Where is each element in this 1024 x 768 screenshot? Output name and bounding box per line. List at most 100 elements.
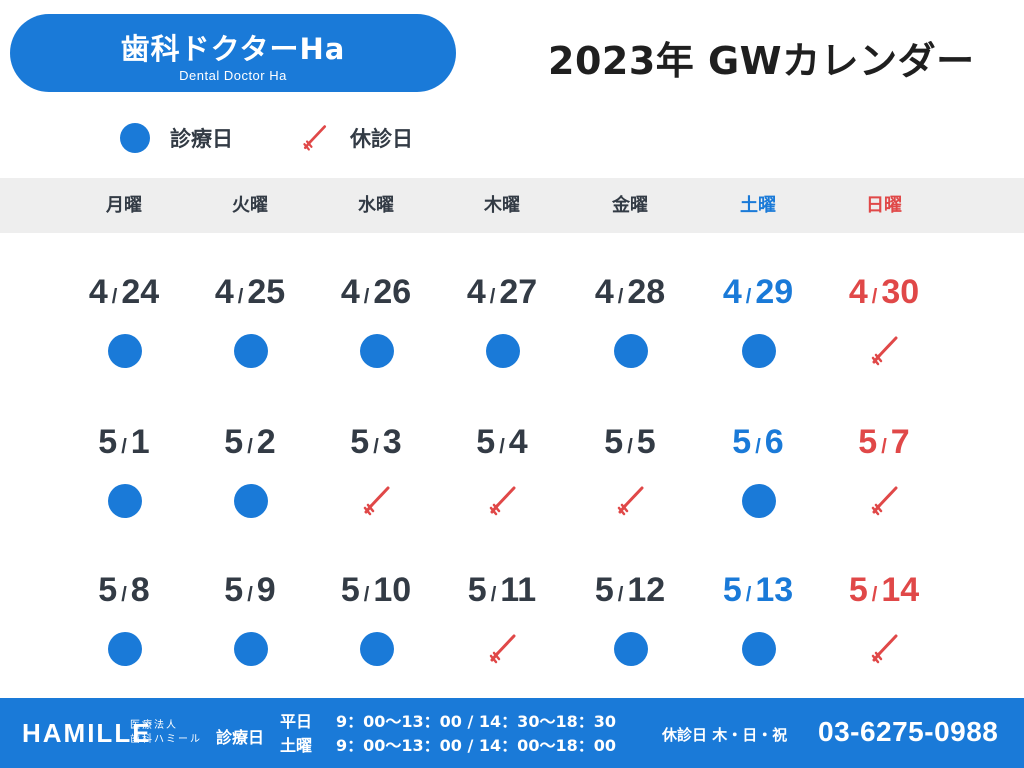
- day-date: 5/1: [61, 420, 187, 464]
- day-status: [439, 630, 565, 670]
- weekday-sat: 土曜: [740, 195, 776, 216]
- day-number: 14: [881, 571, 920, 609]
- day-date: 5/6: [695, 420, 821, 464]
- date-separator: /: [617, 584, 624, 606]
- day-cell: 5/8: [61, 568, 187, 688]
- day-number: 1: [130, 423, 150, 461]
- day-number: 29: [755, 273, 794, 311]
- day-cell: 5/11: [439, 568, 565, 688]
- weekday-wed: 水曜: [358, 195, 394, 216]
- day-month: 4: [848, 273, 868, 311]
- day-status: [187, 630, 313, 670]
- footer-phone: 03-6275-0988: [818, 716, 999, 747]
- day-month: 4: [722, 273, 742, 311]
- day-cell: 5/12: [567, 568, 693, 688]
- brand-subtitle: Dental Doctor Ha: [179, 68, 287, 83]
- open-day-dot-icon: [234, 484, 268, 518]
- day-number: 12: [627, 571, 666, 609]
- toothbrush-icon: [303, 125, 327, 151]
- date-separator: /: [627, 436, 633, 458]
- day-cell: 4/28: [567, 270, 693, 390]
- day-number: 11: [500, 571, 537, 609]
- day-number: 25: [247, 273, 286, 311]
- day-status: [695, 332, 821, 372]
- day-number: 3: [382, 423, 402, 461]
- day-number: 5: [636, 423, 656, 461]
- day-date: 5/11: [439, 568, 565, 612]
- day-cell: 4/27: [439, 270, 565, 390]
- open-day-dot-icon: [108, 334, 142, 368]
- open-day-dot-icon: [234, 334, 268, 368]
- date-separator: /: [373, 436, 379, 458]
- date-separator: /: [490, 584, 497, 606]
- day-number: 6: [764, 423, 784, 461]
- weekday-header: 月曜 火曜 水曜 木曜 金曜 土曜 日曜: [0, 178, 1024, 233]
- date-separator: /: [237, 286, 244, 308]
- day-date: 5/2: [187, 420, 313, 464]
- day-cell: 5/14: [821, 568, 947, 688]
- date-separator: /: [111, 286, 118, 308]
- open-day-dot-icon: [614, 632, 648, 666]
- day-status: [187, 332, 313, 372]
- day-date: 5/14: [821, 568, 947, 612]
- date-separator: /: [755, 436, 761, 458]
- footer-hours: 平日 9：00〜13：00 / 14：30〜18：30 土曜 9：00〜13：00 …: [280, 710, 616, 758]
- day-month: 4: [340, 273, 360, 311]
- open-day-dot-icon: [486, 334, 520, 368]
- day-month: 5: [732, 423, 752, 461]
- day-cell: 5/7: [821, 420, 947, 540]
- day-date: 4/27: [439, 270, 565, 314]
- day-date: 5/9: [187, 568, 313, 612]
- day-cell: 5/5: [567, 420, 693, 540]
- footer-corp-line1: 医療法人: [130, 720, 178, 731]
- day-number: 2: [256, 423, 276, 461]
- date-separator: /: [121, 436, 127, 458]
- open-day-dot-icon: [108, 632, 142, 666]
- footer-corp-name: 医療法人 歯科ハミール: [130, 719, 202, 747]
- open-day-dot-icon: [360, 334, 394, 368]
- day-status: [821, 482, 947, 522]
- toothbrush-icon: [871, 486, 898, 516]
- weekday-hours: 9：00〜13：00 / 14：30〜18：30: [336, 712, 616, 731]
- day-cell: 5/2: [187, 420, 313, 540]
- day-number: 9: [256, 571, 276, 609]
- day-number: 4: [508, 423, 528, 461]
- footer: HAMILLE 医療法人 歯科ハミール 診療日 平日 9：00〜13：00 / 1…: [0, 698, 1024, 768]
- day-status: [61, 332, 187, 372]
- day-month: 4: [466, 273, 486, 311]
- day-cell: 5/3: [313, 420, 439, 540]
- day-date: 4/25: [187, 270, 313, 314]
- day-month: 5: [98, 423, 118, 461]
- day-status: [821, 630, 947, 670]
- day-status: [313, 332, 439, 372]
- day-month: 4: [214, 273, 234, 311]
- date-separator: /: [247, 584, 253, 606]
- day-cell: 4/26: [313, 270, 439, 390]
- day-cell: 4/30: [821, 270, 947, 390]
- day-date: 5/5: [567, 420, 693, 464]
- date-separator: /: [363, 286, 370, 308]
- day-cell: 4/24: [61, 270, 187, 390]
- day-month: 5: [224, 423, 244, 461]
- day-status: [567, 482, 693, 522]
- day-number: 30: [881, 273, 920, 311]
- day-month: 4: [88, 273, 108, 311]
- day-number: 8: [130, 571, 150, 609]
- day-number: 24: [121, 273, 160, 311]
- day-date: 4/29: [695, 270, 821, 314]
- toothbrush-icon: [489, 486, 516, 516]
- date-separator: /: [881, 436, 887, 458]
- day-status: [695, 630, 821, 670]
- day-date: 4/24: [61, 270, 187, 314]
- date-separator: /: [871, 286, 878, 308]
- day-month: 5: [350, 423, 370, 461]
- day-status: [313, 630, 439, 670]
- day-cell: 5/1: [61, 420, 187, 540]
- day-month: 5: [848, 571, 868, 609]
- day-month: 5: [604, 423, 624, 461]
- date-separator: /: [247, 436, 253, 458]
- date-separator: /: [489, 286, 496, 308]
- legend-closed-label: 休診日: [350, 127, 413, 151]
- saturday-hours-label: 土曜: [280, 736, 313, 755]
- toothbrush-icon: [363, 486, 390, 516]
